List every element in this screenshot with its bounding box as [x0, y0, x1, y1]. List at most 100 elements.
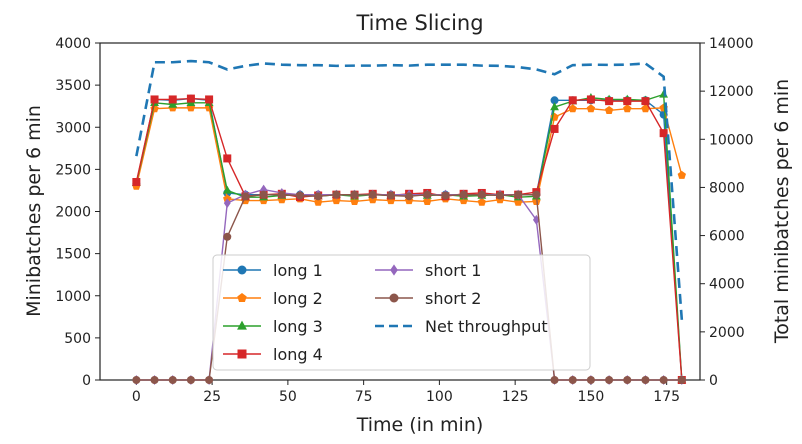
legend-swatch-marker	[237, 320, 247, 330]
legend-item-short-2: short 2	[375, 289, 481, 308]
data-point-short-2	[405, 192, 414, 201]
data-point-short-2	[550, 376, 559, 384]
legend-label: long 3	[273, 317, 323, 336]
data-point-long-4	[550, 124, 559, 133]
y-right-tick-label: 2000	[709, 325, 745, 341]
data-point-short-2	[568, 376, 577, 384]
data-point-long-4	[641, 97, 650, 106]
x-tick-label: 75	[355, 389, 373, 405]
x-tick-label: 125	[502, 389, 529, 405]
data-point-long-3	[222, 185, 232, 194]
data-point-long-2	[314, 197, 323, 206]
data-point-long-4	[223, 154, 232, 163]
legend-item-long-1: long 1	[223, 261, 323, 280]
y-right-tick-label: 0	[709, 373, 718, 389]
data-point-short-2	[223, 232, 232, 241]
y-right-tick-label: 4000	[709, 277, 745, 293]
y-axis-label-left: Minibatches per 6 min	[23, 105, 45, 317]
y-left-tick-label: 0	[82, 373, 91, 389]
data-point-long-1	[550, 96, 559, 105]
data-point-short-2	[259, 190, 268, 199]
y-left-tick-label: 2500	[55, 162, 91, 178]
data-point-long-2	[604, 106, 614, 114]
data-point-short-1	[223, 198, 231, 209]
y-right-tick-label: 8000	[709, 180, 745, 196]
data-point-short-2	[350, 190, 359, 199]
data-point-long-2	[477, 197, 486, 206]
legend-label: short 1	[425, 261, 481, 280]
y-left-tick-label: 3000	[55, 120, 91, 136]
legend-item-long-4: long 4	[223, 345, 323, 364]
data-point-short-2	[314, 192, 323, 201]
series-net-throughput	[135, 59, 684, 320]
data-point-long-4	[150, 95, 159, 104]
chart-title: Time Slicing	[355, 11, 483, 35]
y-right-tick-label: 6000	[709, 229, 745, 245]
legend-item-long-3: long 3	[223, 317, 323, 336]
data-point-short-2	[332, 190, 341, 199]
legend-item-long-2: long 2	[223, 289, 323, 308]
legend-box	[212, 254, 591, 371]
x-tick-label: 100	[426, 389, 453, 405]
data-point-short-2	[496, 191, 504, 200]
x-tick-label: 25	[203, 389, 221, 405]
y-left-tick-label: 1500	[55, 247, 91, 263]
data-point-short-2	[441, 191, 450, 200]
data-point-long-2	[568, 104, 577, 113]
data-point-short-2	[132, 376, 141, 384]
data-point-short-2	[623, 376, 632, 384]
data-point-short-2	[677, 376, 686, 384]
data-point-short-2	[205, 376, 214, 384]
legend-swatch-marker	[237, 293, 247, 302]
y-right-tick-label: 12000	[709, 84, 754, 100]
legend-label: Net throughput	[425, 317, 548, 336]
data-point-short-2	[296, 191, 304, 200]
x-tick-label: 50	[279, 389, 297, 405]
data-point-short-2	[186, 376, 195, 384]
data-point-short-2	[277, 190, 286, 199]
data-point-long-4	[568, 96, 577, 105]
data-point-short-2	[532, 190, 541, 199]
legend-swatch-marker	[389, 293, 399, 303]
series-short-2	[132, 190, 686, 384]
y-left-tick-label: 3500	[55, 78, 91, 94]
data-point-long-4	[659, 129, 668, 138]
data-point-short-2	[386, 191, 395, 200]
data-point-long-2	[641, 104, 650, 113]
x-tick-label: 175	[653, 389, 680, 405]
series-layer	[131, 59, 687, 385]
data-point-long-4	[623, 97, 632, 106]
legend-item-net-throughput: Net throughput	[375, 317, 548, 336]
data-point-short-2	[586, 376, 595, 384]
legend-label: long 2	[273, 289, 323, 308]
x-tick-label: 150	[578, 389, 605, 405]
x-tick-label: 0	[132, 389, 141, 405]
legend-item-short-1: short 1	[375, 261, 481, 280]
legend-label: long 1	[273, 261, 323, 280]
data-point-short-2	[477, 190, 486, 199]
data-point-long-2	[623, 104, 632, 113]
data-point-short-2	[168, 376, 177, 384]
y-right-tick-label: 10000	[709, 132, 754, 148]
data-point-short-2	[150, 376, 159, 384]
data-point-long-2	[677, 170, 686, 179]
data-point-long-4	[586, 95, 595, 104]
legend-swatch-marker	[237, 349, 247, 359]
data-point-short-2	[605, 376, 614, 384]
x-axis-label: Time (in min)	[356, 414, 484, 436]
data-point-short-2	[241, 192, 250, 201]
legend: long 1 long 2 long 3 long 4 short 1 short 2 Ne…	[212, 254, 591, 371]
series-line-net-throughput	[135, 59, 684, 320]
data-point-short-2	[368, 190, 377, 199]
legend-swatch-marker	[390, 264, 398, 276]
data-point-short-2	[659, 376, 668, 384]
data-point-long-4	[168, 95, 177, 104]
data-point-long-2	[423, 196, 432, 205]
y-left-tick-label: 500	[64, 331, 91, 347]
legend-swatch-marker	[237, 265, 247, 275]
data-point-long-3	[168, 99, 178, 108]
data-point-short-2	[459, 190, 468, 199]
legend-label: long 4	[273, 345, 323, 364]
data-point-long-3	[550, 102, 559, 111]
